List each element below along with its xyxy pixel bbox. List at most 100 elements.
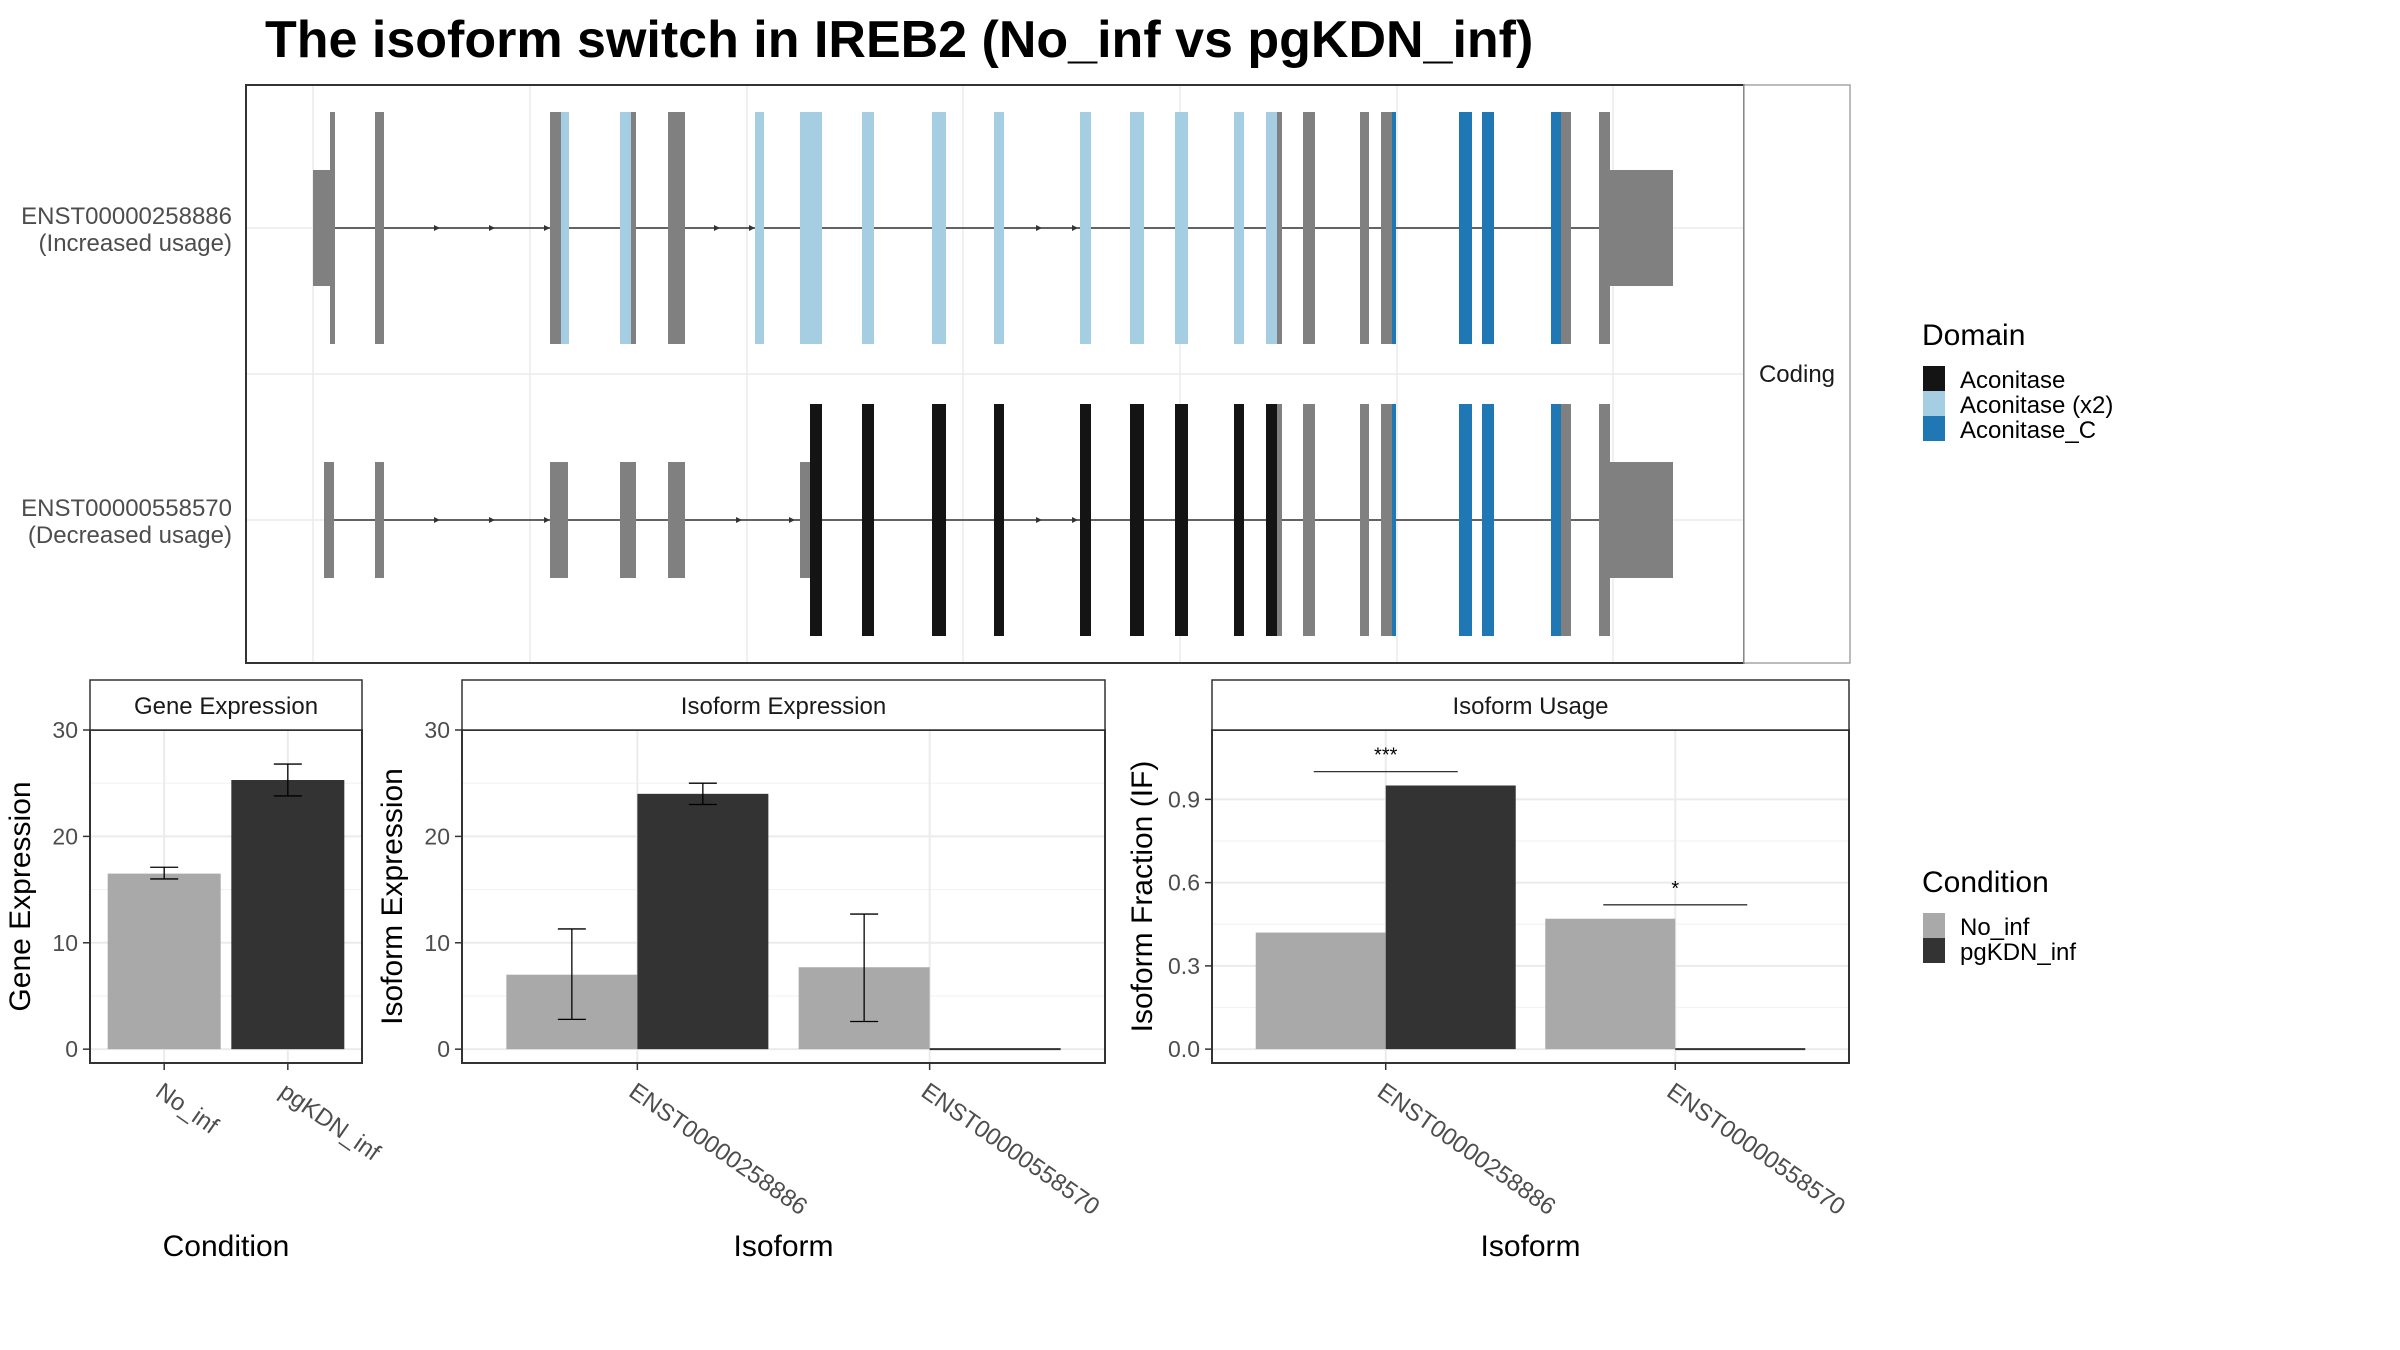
y-tick-label: 0.0 bbox=[1168, 1036, 1200, 1062]
strand-arrow bbox=[489, 225, 495, 231]
exon-block bbox=[1175, 404, 1188, 636]
exon-block bbox=[1277, 404, 1282, 636]
x-axis-title: Condition bbox=[163, 1230, 290, 1263]
exon-block bbox=[1080, 404, 1091, 636]
exon-block bbox=[1392, 112, 1396, 344]
exon-block bbox=[1392, 404, 1396, 636]
exon-block bbox=[1080, 112, 1091, 344]
legend-label-aconitase: Aconitase bbox=[1960, 367, 2065, 394]
strand-arrow bbox=[489, 517, 495, 523]
transcript-track-enst00000558570 bbox=[324, 404, 1673, 636]
exon-block bbox=[550, 112, 561, 344]
x-tick-label: ENST00000558570 bbox=[916, 1078, 1104, 1221]
y-tick-label: 10 bbox=[424, 930, 450, 956]
panel-strip bbox=[1211, 679, 1850, 731]
exon-block bbox=[668, 462, 685, 578]
y-axis-title: Isoform Fraction (IF) bbox=[1126, 761, 1159, 1033]
significance-label: * bbox=[1671, 878, 1679, 900]
strand-arrow bbox=[544, 517, 550, 523]
panel-title: Gene Expression bbox=[134, 693, 318, 720]
exon-block bbox=[755, 112, 764, 344]
bar bbox=[637, 793, 769, 1050]
exon-block bbox=[620, 462, 636, 578]
exon-block bbox=[800, 112, 822, 344]
y-axis-title: Gene Expression bbox=[4, 781, 37, 1011]
exon-block bbox=[550, 462, 568, 578]
exon-block bbox=[1599, 404, 1610, 636]
bar bbox=[1545, 918, 1676, 1050]
strand-arrow bbox=[434, 517, 440, 523]
exon-block bbox=[668, 112, 685, 344]
y-tick-label: 0 bbox=[65, 1036, 78, 1062]
exon-block bbox=[994, 404, 1004, 636]
figure-title: The isoform switch in IREB2 (No_inf vs p… bbox=[265, 11, 1533, 69]
exon-block bbox=[1175, 112, 1188, 344]
x-axis-title: Isoform bbox=[733, 1230, 833, 1263]
y-tick-label: 0.3 bbox=[1168, 953, 1200, 979]
transcript-track-enst00000258886 bbox=[313, 112, 1673, 344]
exon-block bbox=[1266, 404, 1277, 636]
isoform-usage-panel: 0.00.30.60.9****Isoform UsageENST0000025… bbox=[1126, 679, 1850, 1263]
y-tick-label: 30 bbox=[52, 717, 78, 743]
y-axis-title: Isoform Expression bbox=[376, 768, 409, 1025]
isoform-label-usage: (Increased usage) bbox=[39, 230, 232, 257]
bar bbox=[1255, 932, 1386, 1050]
x-tick-label: ENST00000258886 bbox=[1372, 1078, 1560, 1221]
strand-arrow bbox=[434, 225, 440, 231]
exon-block bbox=[1608, 462, 1673, 578]
exon-block bbox=[1234, 112, 1244, 344]
exon-block bbox=[1266, 112, 1277, 344]
strand-arrow bbox=[1036, 517, 1042, 523]
strand-arrow bbox=[749, 225, 755, 231]
legend-label-pgkdn-inf: pgKDN_inf bbox=[1960, 939, 2076, 966]
bar bbox=[1385, 785, 1516, 1050]
exon-block bbox=[313, 170, 333, 286]
coding-strip-label: Coding bbox=[1759, 361, 1835, 388]
y-tick-label: 0.9 bbox=[1168, 786, 1200, 812]
strand-arrow bbox=[1036, 225, 1042, 231]
exon-block bbox=[932, 404, 946, 636]
x-axis-title: Isoform bbox=[1480, 1230, 1580, 1263]
exon-block bbox=[1360, 404, 1369, 636]
y-tick-label: 0.6 bbox=[1168, 870, 1200, 896]
isoform-label-usage: (Decreased usage) bbox=[28, 522, 232, 549]
exon-block bbox=[1360, 112, 1369, 344]
panel-strip bbox=[461, 679, 1106, 731]
transcript-structure-panel: Coding ENST00000258886 (Increased usage)… bbox=[21, 84, 1851, 664]
panel-title: Isoform Usage bbox=[1452, 693, 1608, 720]
exon-block bbox=[994, 112, 1004, 344]
y-tick-label: 20 bbox=[52, 823, 78, 849]
exon-block bbox=[375, 112, 384, 344]
bar bbox=[231, 780, 345, 1050]
exon-block bbox=[1130, 404, 1144, 636]
exon-block bbox=[1303, 112, 1315, 344]
exon-block bbox=[1551, 404, 1561, 636]
exon-block bbox=[1599, 112, 1610, 344]
exon-block bbox=[1277, 112, 1282, 344]
exon-block bbox=[1303, 404, 1315, 636]
exon-block bbox=[1381, 112, 1392, 344]
exon-block bbox=[324, 462, 334, 578]
legend-key-aconitase bbox=[1923, 366, 1945, 391]
panel-title: Isoform Expression bbox=[681, 693, 886, 720]
panel-strip bbox=[89, 679, 363, 731]
strand-arrow bbox=[736, 517, 742, 523]
significance-label: *** bbox=[1374, 745, 1398, 767]
coding-strip bbox=[1743, 84, 1851, 664]
exon-block bbox=[932, 112, 946, 344]
strand-arrow bbox=[1072, 517, 1078, 523]
legend-key-aconitase-x2 bbox=[1923, 391, 1945, 416]
exon-block bbox=[561, 112, 569, 344]
x-tick-label: ENST00000258886 bbox=[624, 1078, 812, 1221]
exon-block bbox=[1234, 404, 1244, 636]
x-tick-label: No_inf bbox=[151, 1078, 224, 1140]
isoform-expression-panel: 0 10 20 30 Isoform Expression ENST00000258886… bbox=[376, 679, 1106, 1263]
y-tick-label: 30 bbox=[424, 717, 450, 743]
legend-key-no-inf bbox=[1923, 913, 1945, 938]
exon-block bbox=[862, 404, 874, 636]
exon-block bbox=[1561, 404, 1571, 636]
strand-arrow bbox=[714, 225, 720, 231]
isoform-label-id: ENST00000558570 bbox=[21, 495, 232, 522]
x-tick-label: pgKDN_inf bbox=[274, 1078, 385, 1167]
